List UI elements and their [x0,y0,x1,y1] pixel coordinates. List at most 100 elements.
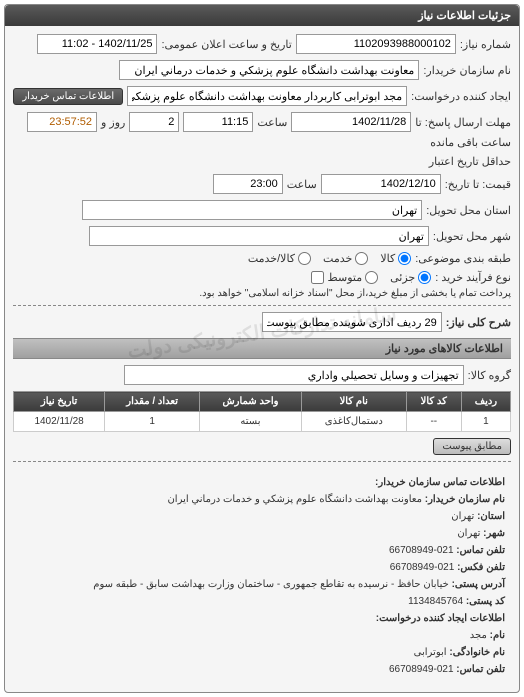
contact-org-value: معاونت بهداشت دانشگاه علوم پزشکي و خدمات… [167,494,422,505]
radio-both-label: کالا/خدمت [248,252,295,265]
req-name-label: نام: [490,630,505,641]
remain-label: ساعت باقی مانده [430,136,511,149]
divider-2 [13,461,511,462]
treasury-checkbox[interactable] [311,271,324,284]
process-label: نوع فرآیند خرید : [435,271,511,284]
goods-section-title: اطلاعات کالاهای مورد نیاز [13,338,511,359]
contact-phone-label: تلفن تماس: [456,545,505,556]
days-label: روز و [101,116,125,129]
attachment-button[interactable]: مطابق پیوست [433,438,511,455]
row-need-number: شماره نیاز: تاریخ و ساعت اعلان عمومی: [13,34,511,54]
table-header-row: ردیف کد کالا نام کالا واحد شمارش تعداد /… [14,392,511,412]
radio-medium[interactable] [365,271,378,284]
goods-table: ردیف کد کالا نام کالا واحد شمارش تعداد /… [13,391,511,432]
deadline-time-input[interactable] [183,112,253,132]
requester-input[interactable] [127,86,407,106]
contact-title: اطلاعات تماس سازمان خریدار: [375,477,505,488]
buyer-input[interactable] [119,60,419,80]
req-family-value: ابوترابی [414,647,447,658]
req-family-label: نام خانوادگی: [449,647,505,658]
requester-label: ایجاد کننده درخواست: [411,90,511,103]
th-idx: ردیف [461,392,510,412]
contact-section: اطلاعات تماس سازمان خریدار: نام سازمان خ… [13,468,511,684]
delivery-state-label: استان محل تحویل: [426,204,511,217]
contact-address-label: آدرس پستی: [452,579,505,590]
cell-name: دستمال‌کاغذی [301,412,406,432]
contact-fax-value: 021-66708949 [390,562,455,573]
contact-city-value: تهران [457,528,480,539]
summary-input[interactable] [262,312,442,332]
delivery-state-input[interactable] [82,200,422,220]
summary-label: شرح کلی نیاز: [446,316,511,329]
row-requester: ایجاد کننده درخواست: اطلاعات تماس خریدار [13,86,511,106]
radio-small[interactable] [418,271,431,284]
panel-body: شماره نیاز: تاریخ و ساعت اعلان عمومی: نا… [5,26,519,692]
radio-small-label: جزئی [390,271,415,284]
deadline-label: مهلت ارسال پاسخ: تا [415,116,511,129]
cell-unit: بسته [200,412,302,432]
goods-group-label: گروه کالا: [468,369,511,382]
radio-medium-label: متوسط [328,271,363,284]
valid-from-label: حداقل تاریخ اعتبار [429,155,511,168]
announce-label: تاریخ و ساعت اعلان عمومی: [161,38,291,51]
th-unit: واحد شمارش [200,392,302,412]
category-label: طبقه بندی موضوعی: [415,252,511,265]
deadline-date-input[interactable] [291,112,411,132]
process-note: پرداخت تمام یا بخشی از مبلغ خرید،از محل … [199,288,511,299]
cell-qty: 1 [105,412,200,432]
row-delivery-state: استان محل تحویل: [13,200,511,220]
valid-to-label: قیمت: تا تاریخ: [445,178,511,191]
req-name-value: مجد [470,630,487,641]
contact-postal-value: 1134845764 [408,596,463,607]
contact-state-label: استان: [477,511,505,522]
contact-state-value: تهران [451,511,474,522]
radio-goods[interactable] [398,252,411,265]
details-panel: جزئیات اطلاعات نیاز شماره نیاز: تاریخ و … [4,4,520,693]
th-name: نام کالا [301,392,406,412]
cell-date: 1402/11/28 [14,412,105,432]
cell-idx: 1 [461,412,510,432]
need-number-input[interactable] [296,34,456,54]
th-code: کد کالا [406,392,461,412]
radio-service[interactable] [355,252,368,265]
th-qty: تعداد / مقدار [105,392,200,412]
days-input[interactable] [129,112,179,132]
contact-phone-value: 021-66708949 [389,545,454,556]
radio-both[interactable] [298,252,311,265]
contact-city-label: شهر: [483,528,505,539]
row-summary: شرح کلی نیاز: [13,312,511,332]
process-radio-group: جزئی متوسط [328,271,432,284]
need-number-label: شماره نیاز: [460,38,511,51]
deadline-time-label: ساعت [257,116,287,129]
row-category: طبقه بندی موضوعی: کالا خدمت کالا/خدمت [13,252,511,265]
contact-postal-label: کد پستی: [466,596,505,607]
contact-fax-label: تلفن فکس: [457,562,505,573]
goods-group-input[interactable] [124,365,464,385]
row-deadline: مهلت ارسال پاسخ: تا ساعت روز و ساعت باقی… [13,112,511,149]
contact-info-button[interactable]: اطلاعات تماس خریدار [13,88,123,105]
buyer-label: نام سازمان خریدار: [423,64,511,77]
table-row[interactable]: 1 -- دستمال‌کاغذی بسته 1 1402/11/28 [14,412,511,432]
cell-code: -- [406,412,461,432]
th-date: تاریخ نیاز [14,392,105,412]
announce-input[interactable] [37,34,157,54]
remain-time-input[interactable] [27,112,97,132]
valid-to-date-input[interactable] [321,174,441,194]
row-attachment: مطابق پیوست [13,438,511,455]
divider [13,305,511,306]
contact-address-value: خیابان حافظ - نرسیده به تقاطع جمهوری - س… [93,579,448,590]
radio-service-label: خدمت [323,252,352,265]
req-creator-title: اطلاعات ایجاد کننده درخواست: [376,613,505,624]
row-validity-to: قیمت: تا تاریخ: ساعت [13,174,511,194]
row-buyer: نام سازمان خریدار: [13,60,511,80]
row-delivery-city: شهر محل تحویل: [13,226,511,246]
req-phone-value: 021-66708949 [389,664,454,675]
row-goods-group: گروه کالا: [13,365,511,385]
panel-title: جزئیات اطلاعات نیاز [5,5,519,26]
valid-to-time-label: ساعت [287,178,317,191]
radio-goods-label: کالا [380,252,395,265]
delivery-city-label: شهر محل تحویل: [433,230,511,243]
valid-to-time-input[interactable] [213,174,283,194]
delivery-city-input[interactable] [89,226,429,246]
row-validity: حداقل تاریخ اعتبار [13,155,511,168]
